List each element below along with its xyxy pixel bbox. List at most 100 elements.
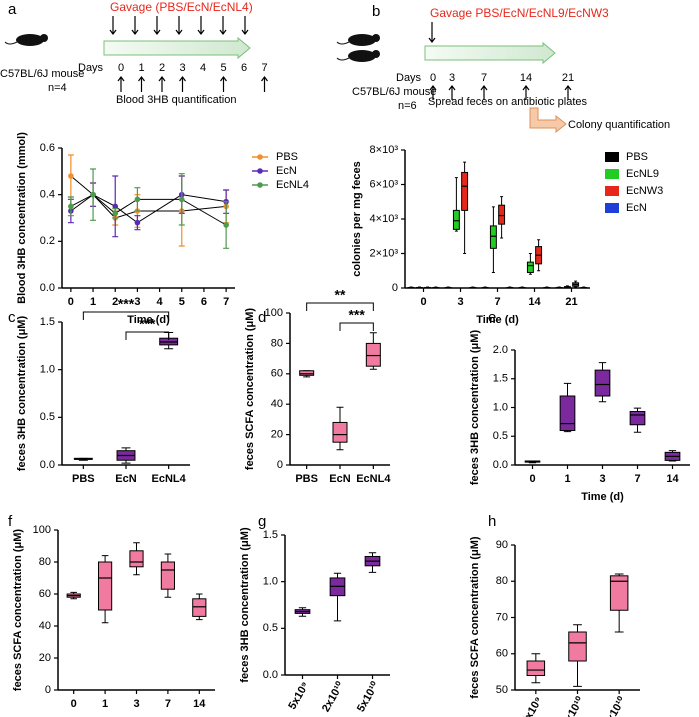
x-tick-label: 14 bbox=[528, 296, 541, 308]
box bbox=[594, 369, 611, 397]
y-tick-label: 4×10³ bbox=[370, 213, 399, 225]
day-label: 21 bbox=[562, 72, 574, 84]
y-tick-label: 0.5 bbox=[263, 622, 278, 634]
y-tick-label: 90 bbox=[496, 539, 508, 551]
panel-label: c bbox=[8, 309, 16, 326]
legend-label: PBS bbox=[276, 151, 298, 163]
box bbox=[299, 370, 315, 376]
y-tick-label: 60 bbox=[496, 648, 508, 660]
box bbox=[498, 204, 506, 225]
y-tick-label: 0 bbox=[277, 459, 283, 471]
box-whisker bbox=[500, 196, 504, 239]
box bbox=[160, 561, 175, 590]
box bbox=[452, 209, 460, 230]
panel-label: e bbox=[488, 309, 496, 326]
x-tick-label: 1 bbox=[90, 296, 96, 308]
day-label: 7 bbox=[261, 62, 267, 74]
legend-swatch bbox=[605, 152, 619, 162]
day-label: 2 bbox=[159, 62, 165, 74]
arrow-head bbox=[220, 76, 227, 82]
mouse-tail bbox=[336, 57, 350, 61]
box-whisker bbox=[133, 542, 140, 576]
y-tick-label: 0.0 bbox=[40, 459, 55, 471]
arrow-head bbox=[179, 76, 186, 82]
panel-label: a bbox=[8, 1, 17, 18]
significance-label: ** bbox=[335, 287, 346, 303]
y-tick-label: 0.2 bbox=[40, 235, 55, 247]
significance-label: *** bbox=[118, 296, 135, 312]
x-tick-label: 2 bbox=[112, 296, 118, 308]
schematic-note: Colony quantification bbox=[568, 119, 670, 131]
mouse-icon bbox=[348, 50, 376, 62]
y-tick-label: 1.0 bbox=[263, 576, 278, 588]
x-tick-label: 7 bbox=[165, 698, 171, 710]
x-axis-label: Time (d) bbox=[581, 491, 624, 503]
y-tick-label: 0.0 bbox=[40, 282, 55, 294]
mouse-head bbox=[40, 34, 48, 42]
x-tick-label: 7 bbox=[494, 296, 500, 308]
day-label: 7 bbox=[481, 72, 487, 84]
box bbox=[609, 575, 629, 611]
box bbox=[365, 342, 381, 367]
box-whisker bbox=[633, 407, 642, 433]
arrow-head bbox=[429, 85, 437, 91]
days-label: Days bbox=[396, 72, 422, 84]
x-tick-label: 5 bbox=[179, 296, 185, 308]
y-tick-label: 70 bbox=[496, 611, 508, 623]
box bbox=[192, 598, 207, 617]
day-label: 0 bbox=[430, 72, 436, 84]
data-point bbox=[134, 196, 141, 203]
x-tick-label: 3 bbox=[599, 473, 605, 485]
x-axis-label: Time (d) bbox=[115, 716, 158, 717]
x-tick-label: 3 bbox=[457, 296, 463, 308]
panel-label: g bbox=[258, 513, 266, 530]
legend-label: EcNL4 bbox=[276, 179, 309, 191]
box bbox=[568, 631, 587, 662]
legend-label: EcNW3 bbox=[626, 185, 663, 197]
y-tick-label: 60 bbox=[39, 588, 51, 600]
y-tick-label: 0.4 bbox=[40, 189, 55, 201]
y-tick-label: 0 bbox=[392, 282, 398, 294]
y-axis-label: feces 3HB concentration (μM) bbox=[239, 527, 251, 683]
y-tick-label: 40 bbox=[271, 398, 283, 410]
arrow-head bbox=[197, 29, 205, 35]
significance-bracket bbox=[339, 322, 374, 331]
x-axis-label: Time (d) bbox=[476, 314, 519, 326]
x-tick-label: 0 bbox=[420, 296, 426, 308]
legend-label: EcN bbox=[276, 165, 297, 177]
box-whisker bbox=[368, 552, 377, 573]
data-point bbox=[134, 219, 141, 226]
box-whisker bbox=[164, 553, 172, 598]
x-tick-label: 1 bbox=[564, 473, 570, 485]
x-tick-label: 7 bbox=[223, 296, 229, 308]
bent-arrow bbox=[529, 107, 567, 134]
arrow-head bbox=[109, 29, 117, 35]
x-tick-label: EcN bbox=[115, 473, 136, 485]
box-whisker bbox=[196, 593, 203, 621]
arrow-head bbox=[241, 29, 249, 35]
arrow-head bbox=[153, 29, 161, 35]
day-label: 1 bbox=[138, 62, 144, 74]
x-tick-label: 3 bbox=[133, 698, 139, 710]
mouse-head bbox=[372, 34, 380, 42]
schematic-title: Gavage PBS/EcN/EcNL9/EcNW3 bbox=[430, 6, 609, 20]
box-whisker bbox=[454, 177, 458, 232]
box-whisker bbox=[614, 573, 624, 633]
box-whisker bbox=[491, 206, 495, 273]
legend-label: EcNL9 bbox=[626, 168, 659, 180]
box-whisker bbox=[563, 382, 572, 433]
arrow-head bbox=[138, 76, 145, 82]
panel-label: f bbox=[8, 513, 13, 530]
arrow-head bbox=[261, 76, 268, 82]
timeline-arrow bbox=[103, 36, 251, 60]
y-tick-label: 2×10³ bbox=[370, 247, 399, 259]
box-whisker bbox=[537, 239, 541, 272]
x-tick-label: 0 bbox=[71, 698, 77, 710]
arrow-head bbox=[448, 85, 456, 91]
legend-label: PBS bbox=[626, 151, 648, 163]
box bbox=[98, 561, 113, 611]
box-whisker bbox=[528, 253, 532, 275]
y-axis-label: feces SCFA concentration (μM) bbox=[12, 529, 24, 692]
y-axis-label: Blood 3HB concentration (mmol) bbox=[16, 132, 28, 304]
mouse-icon bbox=[348, 34, 376, 46]
